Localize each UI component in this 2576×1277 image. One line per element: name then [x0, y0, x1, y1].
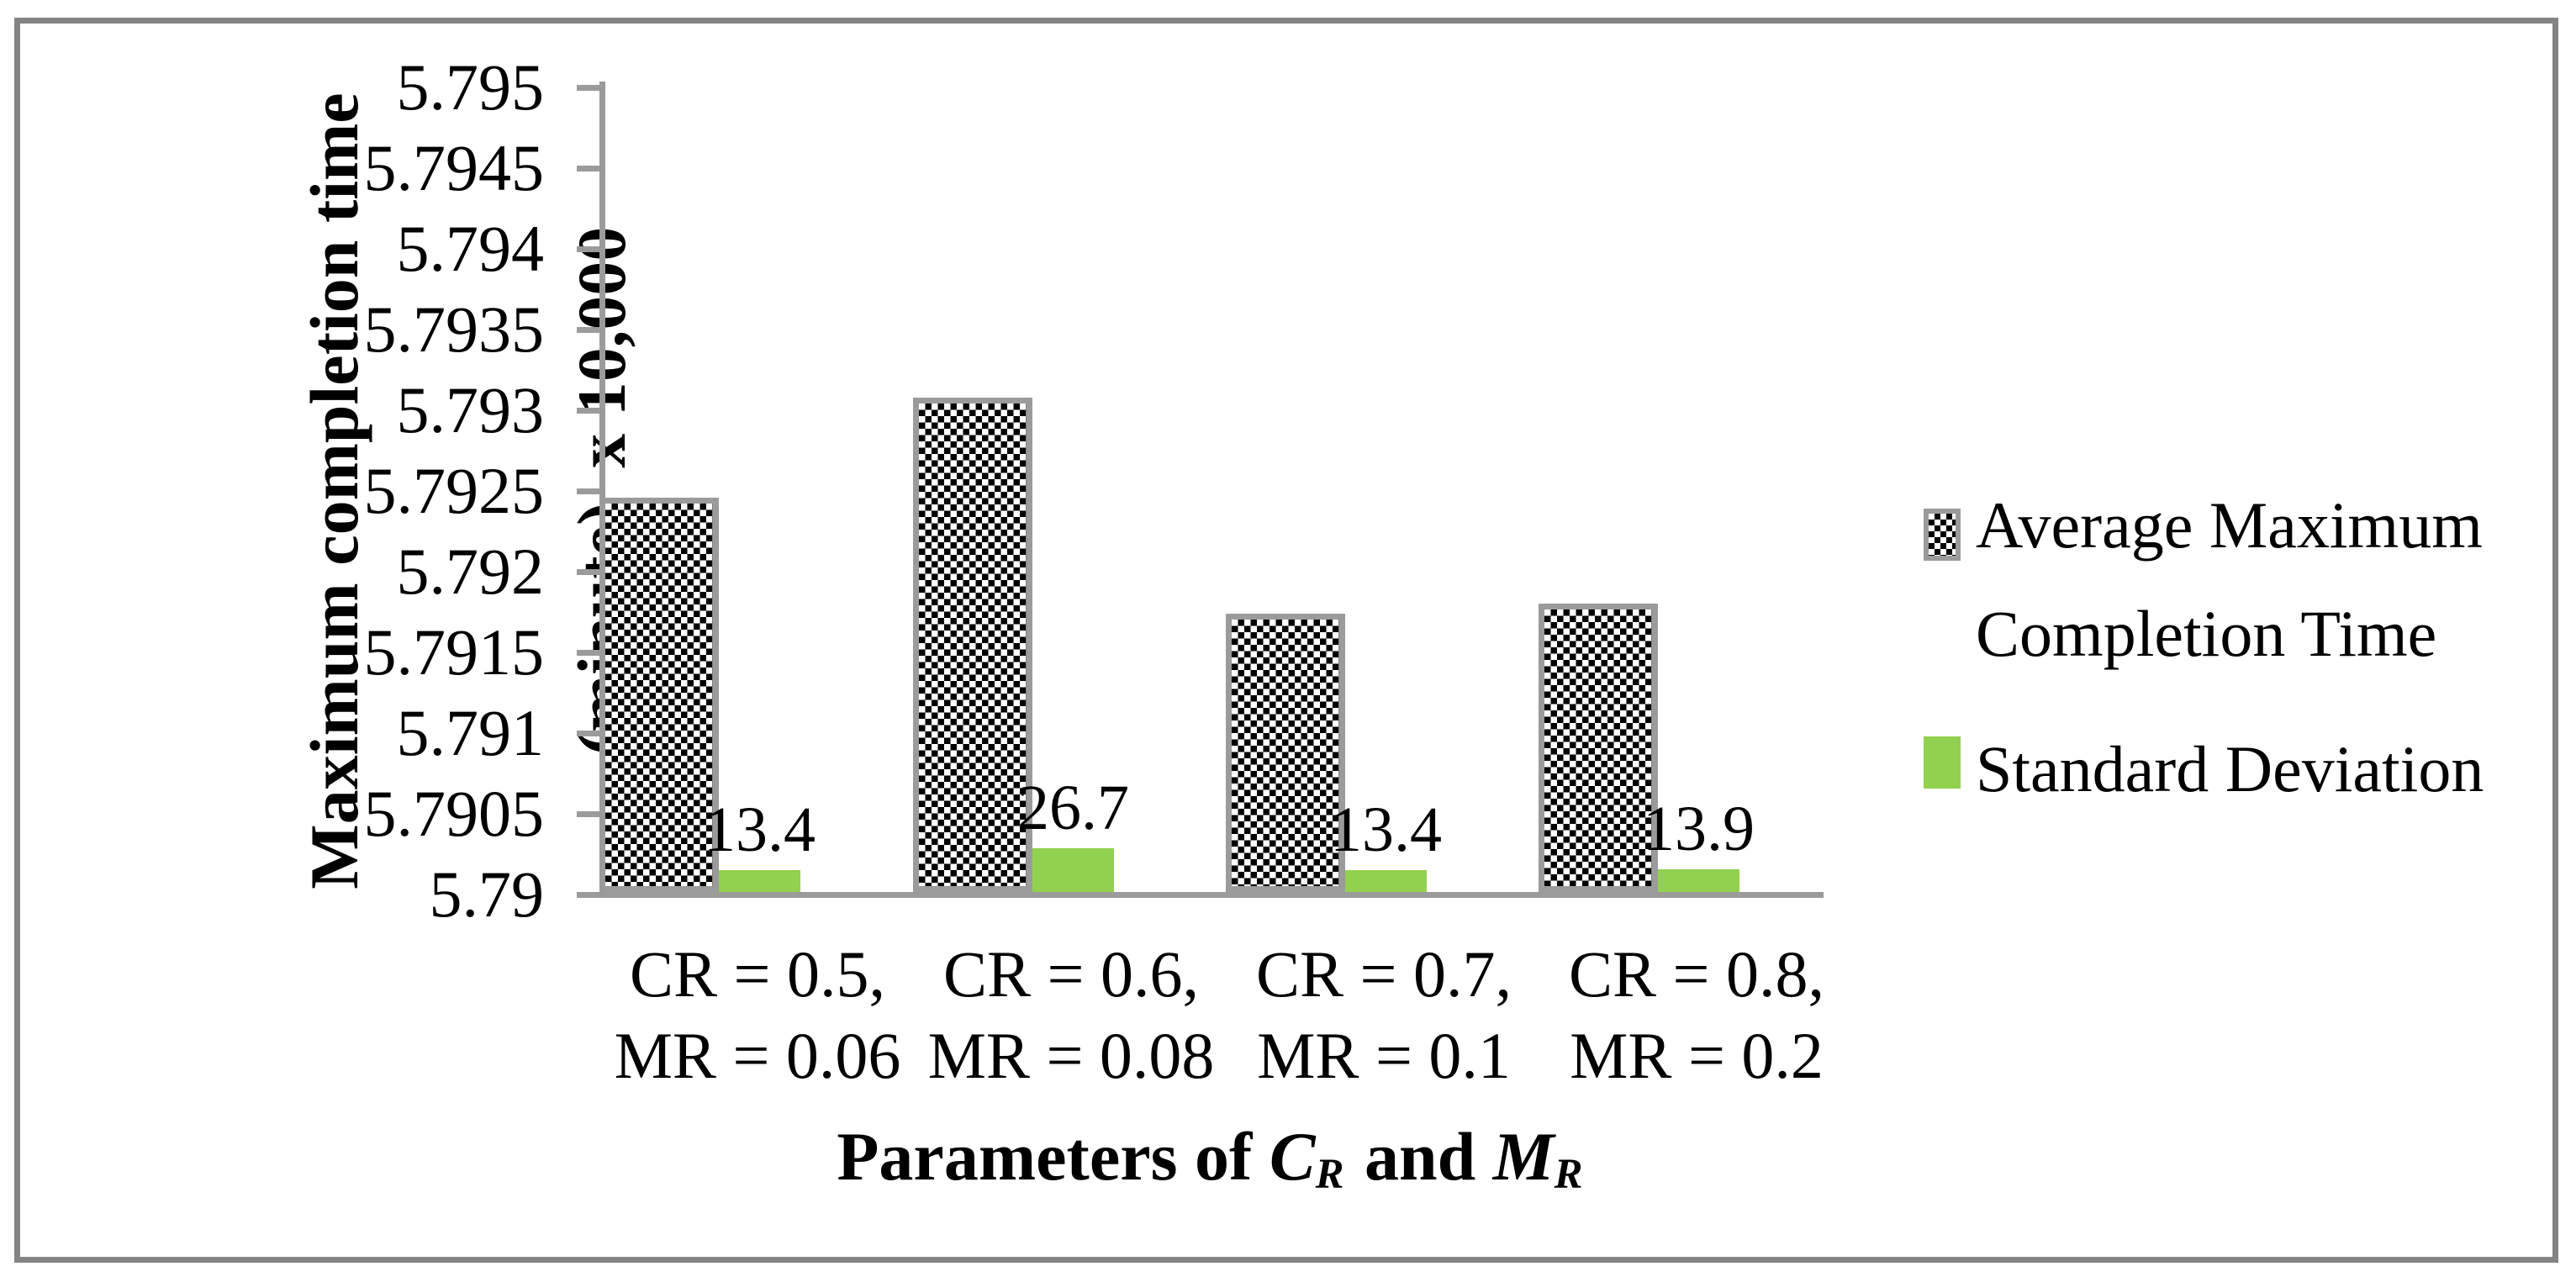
bar-average-maximum-completion-time — [599, 498, 719, 892]
y-axis-tick-label: 5.795 — [396, 50, 545, 124]
checker-pattern-swatch-icon — [1924, 509, 1961, 561]
legend-label-average-maximum-completion-time: Average Maximum Completion Time — [1976, 488, 2483, 670]
y-axis-tick-label: 5.79 — [429, 857, 545, 931]
y-axis-tick-label: 5.7935 — [363, 293, 545, 366]
category-label-line2: MR = 0.08 — [927, 1019, 1215, 1092]
y-axis-tick — [577, 408, 599, 414]
category-label: CR = 0.7, MR = 0.1 — [1207, 933, 1560, 1096]
bar-standard-deviation — [1658, 869, 1739, 892]
bar-average-maximum-completion-time — [913, 398, 1032, 892]
category-label-line1: CR = 0.5, — [629, 937, 886, 1011]
category-label-line1: CR = 0.6, — [942, 937, 1200, 1011]
y-axis-tick — [577, 327, 599, 333]
y-axis-tick-label: 5.7925 — [363, 454, 545, 527]
category-label-line2: MR = 0.06 — [614, 1019, 901, 1092]
y-axis-tick-label: 5.7905 — [363, 777, 545, 850]
bar-average-maximum-completion-time — [1539, 604, 1658, 892]
green-swatch-icon — [1924, 736, 1961, 789]
x-axis-title-sub-r2: R — [1554, 1150, 1583, 1198]
y-axis-tick-label: 5.793 — [396, 373, 545, 446]
y-axis-tick — [577, 892, 599, 898]
y-axis-tick — [577, 488, 599, 494]
y-axis-tick — [577, 569, 599, 575]
legend-item-standard-deviation: Standard Deviation — [1924, 715, 2546, 823]
x-axis-line — [599, 892, 1824, 898]
x-axis-title-var-c: C — [1269, 1118, 1316, 1195]
y-axis-tick — [577, 246, 599, 252]
data-label-standard-deviation: 13.4 — [1330, 794, 1442, 865]
data-label-standard-deviation: 13.4 — [704, 794, 816, 865]
data-label-standard-deviation: 26.7 — [1017, 773, 1129, 843]
bar-standard-deviation — [1345, 870, 1427, 892]
y-axis-tick-label: 5.791 — [396, 696, 545, 769]
category-label-line2: MR = 0.2 — [1570, 1019, 1824, 1092]
y-axis-tick-label: 5.7945 — [363, 131, 545, 204]
data-label-standard-deviation: 13.9 — [1643, 794, 1755, 864]
category-label-line1: CR = 0.8, — [1568, 937, 1825, 1011]
x-axis-title-var-m: M — [1492, 1118, 1555, 1195]
x-axis-title-text: Parameters of — [837, 1118, 1270, 1195]
legend-label-standard-deviation: Standard Deviation — [1976, 732, 2484, 805]
figure-border-frame — [14, 18, 2558, 1263]
y-axis-tick-label: 5.792 — [396, 535, 545, 608]
x-axis-title-and: and — [1347, 1118, 1493, 1195]
legend: Average Maximum Completion Time Standard… — [1924, 471, 2546, 823]
y-axis-tick — [577, 650, 599, 656]
x-axis-title: Parameters of CR and MR — [791, 1115, 1632, 1207]
category-label: CR = 0.6, MR = 0.08 — [895, 933, 1248, 1096]
bar-standard-deviation — [719, 870, 800, 892]
y-axis-line — [599, 82, 605, 898]
category-label-line1: CR = 0.7, — [1255, 937, 1512, 1011]
bar-standard-deviation — [1032, 848, 1114, 892]
bar-average-maximum-completion-time — [1226, 614, 1345, 892]
legend-item-average-maximum-completion-time: Average Maximum Completion Time — [1924, 471, 2546, 688]
y-axis-tick — [577, 731, 599, 736]
y-axis-tick — [577, 166, 599, 171]
y-axis-tick-label: 5.794 — [396, 212, 545, 285]
category-label: CR = 0.8, MR = 0.2 — [1520, 933, 1873, 1096]
y-axis-tick — [577, 85, 599, 91]
x-axis-title-sub-r1: R — [1315, 1150, 1344, 1198]
category-label: CR = 0.5, MR = 0.06 — [581, 933, 934, 1096]
category-label-line2: MR = 0.1 — [1257, 1019, 1511, 1092]
y-axis-tick — [577, 811, 599, 817]
y-axis-tick-label: 5.7915 — [363, 615, 545, 689]
